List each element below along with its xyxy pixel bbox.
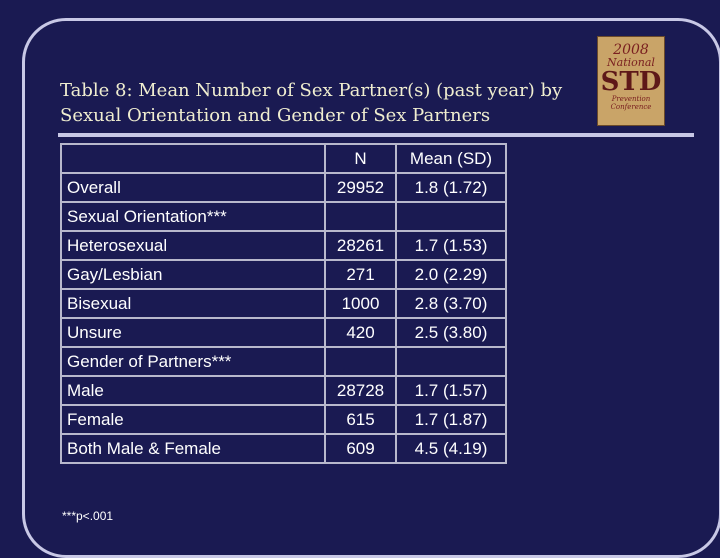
row-n: 28728 bbox=[324, 375, 397, 406]
row-n: 609 bbox=[324, 433, 397, 464]
table-row: Female 615 1.7 (1.87) bbox=[60, 404, 507, 435]
row-mean bbox=[395, 201, 507, 232]
row-n: 615 bbox=[324, 404, 397, 435]
row-label: Female bbox=[60, 404, 326, 435]
row-n: 271 bbox=[324, 259, 397, 290]
table-row: Overall 29952 1.8 (1.72) bbox=[60, 172, 507, 203]
row-mean: 2.0 (2.29) bbox=[395, 259, 507, 290]
title-line-2: Sexual Orientation and Gender of Sex Par… bbox=[60, 105, 491, 126]
logo-prevention: Prevention bbox=[611, 95, 651, 103]
header-mean-cell: Mean (SD) bbox=[395, 143, 507, 174]
header-label-cell bbox=[60, 143, 326, 174]
table-row: Heterosexual 28261 1.7 (1.53) bbox=[60, 230, 507, 261]
table-row: Gay/Lesbian 271 2.0 (2.29) bbox=[60, 259, 507, 290]
title-divider bbox=[58, 133, 694, 137]
row-mean: 1.8 (1.72) bbox=[395, 172, 507, 203]
table-row: Gender of Partners*** bbox=[60, 346, 507, 377]
row-n: 1000 bbox=[324, 288, 397, 319]
footnote: ***p<.001 bbox=[62, 509, 114, 523]
title-line-1: Table 8: Mean Number of Sex Partner(s) (… bbox=[60, 80, 563, 101]
table-row: Both Male & Female 609 4.5 (4.19) bbox=[60, 433, 507, 464]
row-label: Gender of Partners*** bbox=[60, 346, 326, 377]
row-n: 28261 bbox=[324, 230, 397, 261]
row-label: Overall bbox=[60, 172, 326, 203]
row-label: Male bbox=[60, 375, 326, 406]
row-mean: 4.5 (4.19) bbox=[395, 433, 507, 464]
table-row: Bisexual 1000 2.8 (3.70) bbox=[60, 288, 507, 319]
row-n: 29952 bbox=[324, 172, 397, 203]
row-label: Both Male & Female bbox=[60, 433, 326, 464]
row-mean: 1.7 (1.53) bbox=[395, 230, 507, 261]
row-mean: 1.7 (1.57) bbox=[395, 375, 507, 406]
slide-title: Table 8: Mean Number of Sex Partner(s) (… bbox=[60, 78, 600, 128]
row-label: Gay/Lesbian bbox=[60, 259, 326, 290]
row-label: Unsure bbox=[60, 317, 326, 348]
row-label: Bisexual bbox=[60, 288, 326, 319]
logo-year: 2008 bbox=[613, 42, 649, 58]
row-label: Heterosexual bbox=[60, 230, 326, 261]
header-n-cell: N bbox=[324, 143, 397, 174]
row-mean bbox=[395, 346, 507, 377]
table-row: Sexual Orientation*** bbox=[60, 201, 507, 232]
row-label: Sexual Orientation*** bbox=[60, 201, 326, 232]
table-header-row: N Mean (SD) bbox=[60, 143, 507, 174]
row-n bbox=[324, 201, 397, 232]
row-mean: 2.5 (3.80) bbox=[395, 317, 507, 348]
row-n: 420 bbox=[324, 317, 397, 348]
logo-std: STD bbox=[600, 67, 662, 97]
row-mean: 1.7 (1.87) bbox=[395, 404, 507, 435]
logo-national: National bbox=[607, 56, 655, 69]
conference-logo: 2008 National STD Prevention Conference bbox=[597, 36, 665, 126]
results-table: N Mean (SD) Overall 29952 1.8 (1.72) Sex… bbox=[60, 143, 507, 464]
table-row: Male 28728 1.7 (1.57) bbox=[60, 375, 507, 406]
row-mean: 2.8 (3.70) bbox=[395, 288, 507, 319]
logo-conference: Conference bbox=[610, 103, 652, 111]
row-n bbox=[324, 346, 397, 377]
table-row: Unsure 420 2.5 (3.80) bbox=[60, 317, 507, 348]
